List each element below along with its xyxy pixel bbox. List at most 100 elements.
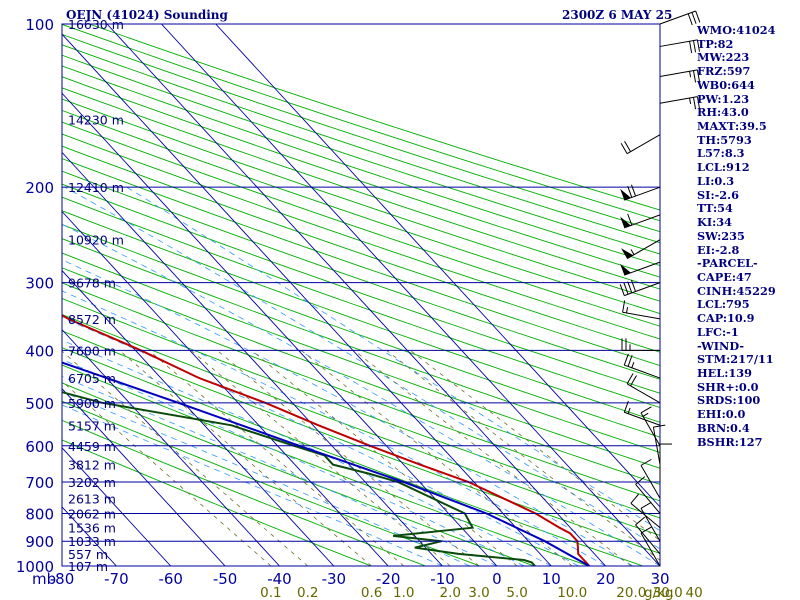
barb-flag	[653, 424, 666, 428]
index-item: WMO:41024	[697, 23, 776, 37]
dry-adiabat	[62, 297, 660, 519]
wind-barb	[623, 400, 661, 426]
barb-flag	[696, 69, 700, 82]
height-label: 1536 m	[68, 521, 116, 536]
mixing-ratio-tick-label: 40	[686, 585, 703, 600]
temperature-tick-label: 10	[542, 570, 561, 588]
wind-barb	[659, 39, 700, 54]
barb-flag	[687, 13, 693, 26]
mixing-ratio-tick-label: 1.0	[393, 585, 414, 600]
barb-flag	[691, 12, 697, 24]
isotherm	[62, 210, 389, 566]
height-label: 2062 m	[68, 506, 116, 521]
barb-flag	[640, 501, 652, 509]
dry-adiabat	[62, 267, 660, 485]
mixing-ratio-tick-label: 20.0	[616, 585, 646, 600]
dry-adiabat	[62, 76, 660, 278]
pressure-tick-label: 1000	[16, 558, 54, 576]
barb-flag	[640, 458, 652, 466]
index-item: TT:54	[697, 201, 733, 216]
height-label: 3812 m	[68, 458, 116, 473]
dry-adiabat	[62, 145, 660, 353]
temperature-tick-label: -60	[158, 570, 183, 588]
index-item: EHI:0.0	[697, 407, 746, 422]
barb-flag	[692, 97, 697, 110]
pressure-tick-label: 300	[25, 275, 54, 293]
barb-flag	[619, 284, 625, 296]
index-item: -PARCEL-	[697, 256, 758, 271]
index-item: L57:8.3	[697, 146, 745, 161]
index-item: LFC:-1	[697, 324, 739, 339]
temperature-line	[62, 314, 591, 566]
index-item: WB0:644	[697, 77, 755, 92]
height-label: 6705 m	[68, 371, 116, 386]
barb-flag	[623, 282, 629, 295]
sounding-time: 2300Z 6 MAY 25	[562, 8, 673, 22]
temperature-tick-label: -80	[50, 570, 75, 588]
wind-barb	[621, 338, 660, 351]
wind-barb	[620, 261, 661, 276]
barb-pennant	[621, 248, 634, 259]
barb-staff	[622, 311, 661, 320]
barb-flag	[630, 280, 637, 292]
barb-staff	[640, 412, 661, 447]
dry-adiabat	[62, 44, 660, 244]
dry-adiabat	[62, 133, 660, 340]
mixing-ratio-tick-label: 10.0	[557, 585, 587, 600]
barb-staff	[624, 364, 661, 379]
index-item: KI:34	[697, 215, 732, 230]
barb-half-flag	[689, 71, 692, 78]
barb-flag	[623, 400, 629, 413]
height-label: 14230 m	[68, 112, 124, 127]
wind-barb	[640, 526, 661, 567]
mixing-ratio-line	[353, 349, 632, 566]
index-item: SHR+:0.0	[697, 379, 759, 394]
index-item: PW:1.23	[697, 91, 750, 106]
moist-adiabat	[62, 290, 606, 566]
barb-flag	[640, 526, 652, 534]
mixing-ratio-tick-label: 3.0	[468, 585, 489, 600]
temperature-tick-label: 30	[650, 570, 669, 588]
index-item: SI:-2.6	[697, 187, 739, 202]
temperature-tick-label: 20	[596, 570, 615, 588]
isotherm	[0, 24, 8, 566]
barb-flag	[626, 373, 634, 385]
dry-adiabat	[62, 400, 480, 566]
height-label: 5157 m	[68, 418, 116, 433]
index-item: HEL:139	[697, 365, 752, 380]
height-label: 9678 m	[68, 276, 116, 291]
moist-adiabat	[62, 390, 470, 566]
sounding-title: OEJN (41024) Sounding	[66, 8, 228, 22]
barb-pennant	[620, 263, 631, 276]
barb-half-flag	[630, 249, 635, 255]
barb-flag	[689, 41, 693, 54]
height-label: 7600 m	[68, 343, 116, 358]
temperature-tick-label: 0	[492, 570, 502, 588]
dry-adiabat	[62, 109, 660, 315]
dry-adiabat	[62, 282, 660, 502]
barb-flag	[692, 70, 697, 83]
height-label: 5900 m	[68, 396, 116, 411]
barb-staff	[635, 524, 661, 555]
moist-adiabat	[62, 404, 443, 566]
dewpoint-line	[62, 391, 536, 566]
barb-staff	[659, 39, 698, 47]
isotherm	[215, 24, 660, 508]
barb-staff	[659, 96, 698, 104]
wind-barb	[659, 10, 701, 26]
mixing-ratio-line	[251, 349, 518, 566]
barb-half-flag	[631, 361, 635, 368]
isotherm	[62, 151, 443, 566]
index-item: CINH:45229	[697, 283, 776, 298]
index-item: RH:43.0	[697, 105, 749, 120]
barb-staff	[624, 282, 661, 297]
pressure-tick-label: 800	[25, 505, 54, 523]
moist-adiabat	[62, 317, 579, 566]
moist-adiabat	[62, 259, 634, 566]
temperature-tick-label: -20	[376, 570, 401, 588]
index-item: CAP:10.9	[697, 311, 755, 326]
pressure-tick-label: 700	[25, 474, 54, 492]
wind-barb	[640, 406, 661, 447]
pressure-tick-label: 400	[25, 342, 54, 360]
